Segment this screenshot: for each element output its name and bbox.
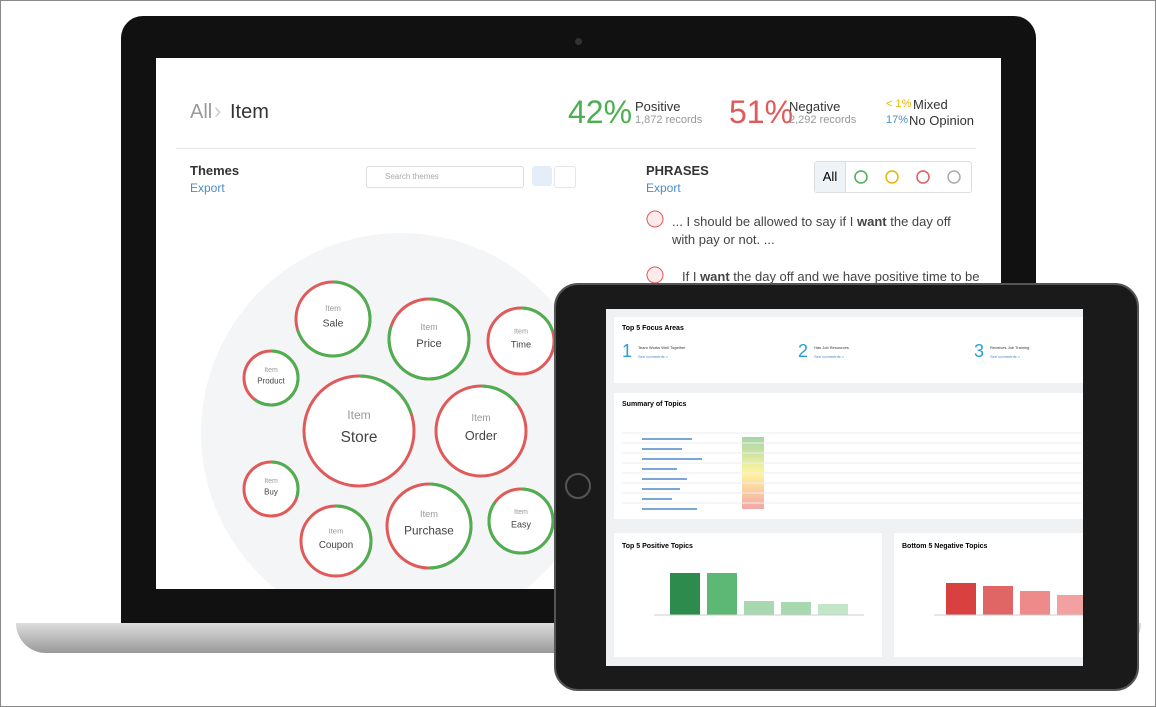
focus-label: Receives Job Training xyxy=(990,345,1030,350)
filter-mixed[interactable] xyxy=(885,170,899,184)
stat-records: 1,872 records xyxy=(635,114,703,126)
card-title: Top 5 Focus Areas xyxy=(622,325,684,332)
summary-table-lines xyxy=(622,432,1082,510)
card-title: Bottom 5 Negative Topics xyxy=(902,543,988,550)
stat-label: Positive xyxy=(635,99,681,114)
themes-title: Themes xyxy=(190,163,240,178)
positive-card: Top 5 Positive Topics xyxy=(614,533,882,657)
theme-bubbles: Item Sale Item Price Item Time Item Product Item… xyxy=(201,233,601,589)
positive-bars xyxy=(654,573,864,616)
minor-label: No Opinion xyxy=(909,113,975,128)
focus-label: Has Job Resources xyxy=(814,345,849,350)
stat-label: Negative xyxy=(789,99,841,114)
minor-value: 17% xyxy=(886,114,909,126)
bubble-label: Purchase xyxy=(404,524,454,537)
filter-group: All xyxy=(814,161,972,193)
bubble-positive-arc xyxy=(242,349,300,407)
focus-link[interactable]: See comments > xyxy=(990,354,1021,359)
bubble-label: Coupon xyxy=(319,540,353,551)
bubble-positive-arc xyxy=(302,374,416,488)
focus-number: 1 xyxy=(622,341,633,361)
bubble-small-label: Item xyxy=(514,327,528,336)
bubble-positive-arc xyxy=(299,504,373,578)
view-toggle[interactable] xyxy=(532,166,552,186)
phrase: If I want the day off and we have positi… xyxy=(682,269,982,284)
filter-icons[interactable] xyxy=(846,162,970,192)
negative-card: Bottom 5 Negative Topics xyxy=(894,533,1083,657)
focus-link[interactable]: See comments > xyxy=(638,354,669,359)
bubble-positive-arc xyxy=(486,306,556,376)
focus-link[interactable]: See comments > xyxy=(814,354,845,359)
negative-bars xyxy=(934,583,1083,616)
bubble-label: Product xyxy=(257,376,285,385)
bubble-positive-arc xyxy=(294,280,372,358)
bubble-positive-arc xyxy=(434,384,528,478)
search-box[interactable]: Search themes xyxy=(366,166,524,188)
phrases-title: PHRASES xyxy=(646,163,709,178)
themes-export[interactable]: Export xyxy=(190,181,225,195)
focus-card: Top 5 Focus Areas 1 Team Works Well Toget… xyxy=(614,317,1083,383)
divider xyxy=(176,148,976,149)
phrase-icons xyxy=(646,210,664,284)
view-toggle[interactable] xyxy=(554,166,576,188)
tablet-screen: Top 5 Focus Areas 1 Team Works Well Toget… xyxy=(606,309,1083,666)
negative-icon xyxy=(646,210,664,228)
filter-all[interactable]: All xyxy=(815,162,846,192)
phrase-text: If I xyxy=(682,269,701,284)
bubble-small-label: Item xyxy=(264,367,278,374)
search-placeholder: Search themes xyxy=(385,172,439,181)
bubble-small-label: Item xyxy=(347,408,371,422)
filter-negative[interactable] xyxy=(916,170,930,184)
breadcrumb-current: Item xyxy=(230,101,269,123)
breadcrumb-root[interactable]: All xyxy=(190,101,213,123)
card-title: Top 5 Positive Topics xyxy=(622,543,693,550)
bubble-small-label: Item xyxy=(325,304,341,313)
focus-label: Team Works Well Together xyxy=(638,345,686,350)
bubble-label: Price xyxy=(416,338,442,350)
bubble-label: Easy xyxy=(511,519,531,529)
bubble-small-label: Item xyxy=(264,478,278,485)
camera xyxy=(575,38,582,45)
stat-value: 42% xyxy=(568,94,633,130)
filter-none[interactable] xyxy=(947,170,961,184)
bubble-label: Time xyxy=(511,340,531,350)
bubble-label: Store xyxy=(341,429,378,446)
phrases-export[interactable]: Export xyxy=(646,181,681,195)
focus-number: 2 xyxy=(798,341,809,361)
stat-value: 51% xyxy=(729,94,794,130)
bubble-positive-arc xyxy=(487,487,555,555)
phrase-text: ... I should be allowed to say if I xyxy=(672,214,857,229)
bubble-small-label: Item xyxy=(471,413,490,424)
bubble-label: Buy xyxy=(264,487,278,496)
phrase-text: the day off with pay or not. ... xyxy=(672,214,951,247)
bubble-positive-arc xyxy=(242,460,300,518)
breadcrumb-sep: › xyxy=(214,98,222,123)
phrase-keyword: want xyxy=(857,214,887,229)
focus-number: 3 xyxy=(974,341,985,361)
bubble-label: Order xyxy=(465,429,497,443)
bubble-small-label: Item xyxy=(514,509,528,516)
card-title: Summary of Topics xyxy=(622,401,687,408)
bubble-small-label: Item xyxy=(420,322,437,332)
minor-value: < 1% xyxy=(886,98,912,110)
phrase-text: the day off and we have positive time to… xyxy=(729,269,980,284)
stat-records: 2,292 records xyxy=(789,114,857,126)
filter-positive[interactable] xyxy=(854,170,868,184)
bubble-positive-arc xyxy=(385,482,473,570)
minor-label: Mixed xyxy=(913,97,948,112)
bubble-positive-arc xyxy=(387,297,471,381)
home-button xyxy=(565,473,591,499)
bubble-small-label: Item xyxy=(420,509,438,519)
bubble-small-label: Item xyxy=(329,526,344,535)
bubble-label: Sale xyxy=(323,318,344,329)
summary-card: Summary of Topics xyxy=(614,393,1083,519)
phrase-keyword: want xyxy=(700,269,730,284)
phrase: ... I should be allowed to say if I want… xyxy=(672,213,972,249)
